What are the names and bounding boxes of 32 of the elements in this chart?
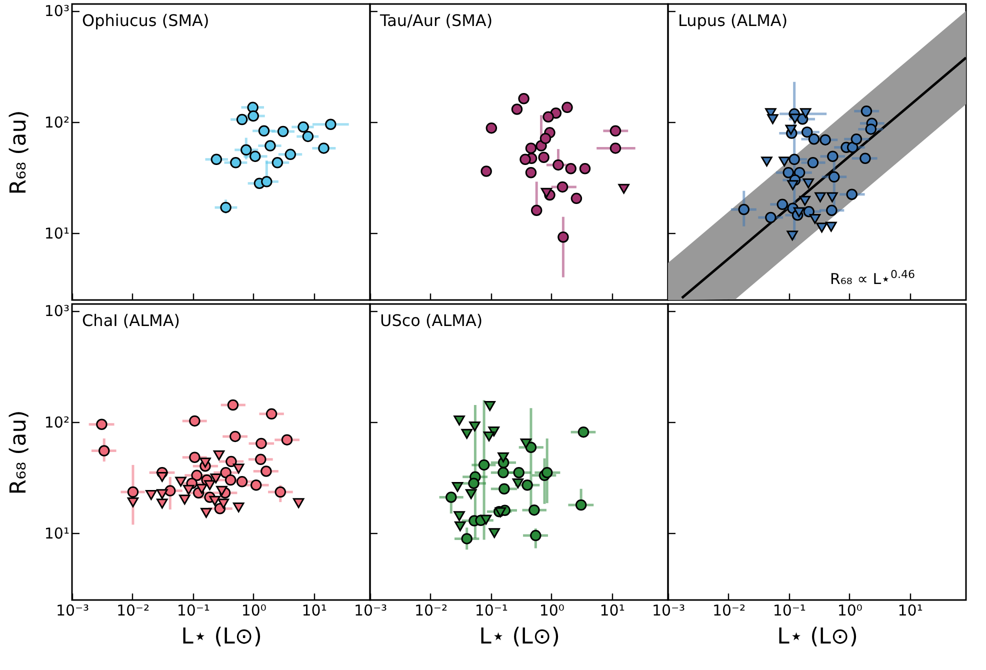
x-axis-title: L⋆ (L⊙) bbox=[181, 624, 262, 650]
x-tick-label: 10⁻³ bbox=[354, 602, 388, 620]
x-tick-label: 10⁰ bbox=[241, 602, 266, 620]
x-tick-label: 10⁻³ bbox=[56, 602, 90, 620]
y-tick-label: 10² bbox=[44, 413, 70, 432]
x-tick-label: 10⁻¹ bbox=[772, 602, 806, 620]
x-tick-label: 10⁻¹ bbox=[176, 602, 210, 620]
y-tick-label: 10³ bbox=[44, 302, 70, 320]
x-tick-label: 10⁻² bbox=[712, 602, 746, 620]
x-tick-label: 10⁻² bbox=[414, 602, 448, 620]
x-tick-label: 10⁻¹ bbox=[474, 602, 508, 620]
chart-title: Ophiucus (SMA) bbox=[82, 11, 210, 30]
chart-title: USco (ALMA) bbox=[380, 311, 483, 330]
y-tick-label: 10¹ bbox=[44, 524, 70, 543]
y-tick-label: 10³ bbox=[44, 2, 70, 20]
x-tick-label: 10⁻² bbox=[116, 602, 150, 620]
y-tick-label: 10¹ bbox=[44, 224, 70, 243]
y-axis-title: R₆₈ (au) bbox=[6, 110, 32, 195]
chart-title: Lupus (ALMA) bbox=[678, 11, 788, 30]
x-axis-title: L⋆ (L⊙) bbox=[777, 624, 858, 650]
x-tick-label: 10¹ bbox=[302, 602, 327, 620]
chart-title: ChaI (ALMA) bbox=[82, 311, 180, 330]
x-tick-label: 10⁻³ bbox=[652, 602, 686, 620]
x-axis-title: L⋆ (L⊙) bbox=[479, 624, 560, 650]
annotation: R₆₈ ∝ L⋆$^{0.46}$ bbox=[830, 268, 915, 288]
y-tick-label: 10² bbox=[44, 113, 70, 132]
x-tick-label: 10¹ bbox=[600, 602, 625, 620]
x-tick-label: 10⁰ bbox=[539, 602, 564, 620]
x-tick-label: 10⁰ bbox=[837, 602, 862, 620]
chart-title: Tau/Aur (SMA) bbox=[379, 11, 493, 30]
x-tick-label: 10¹ bbox=[898, 602, 923, 620]
y-axis-title: R₆₈ (au) bbox=[6, 410, 32, 495]
